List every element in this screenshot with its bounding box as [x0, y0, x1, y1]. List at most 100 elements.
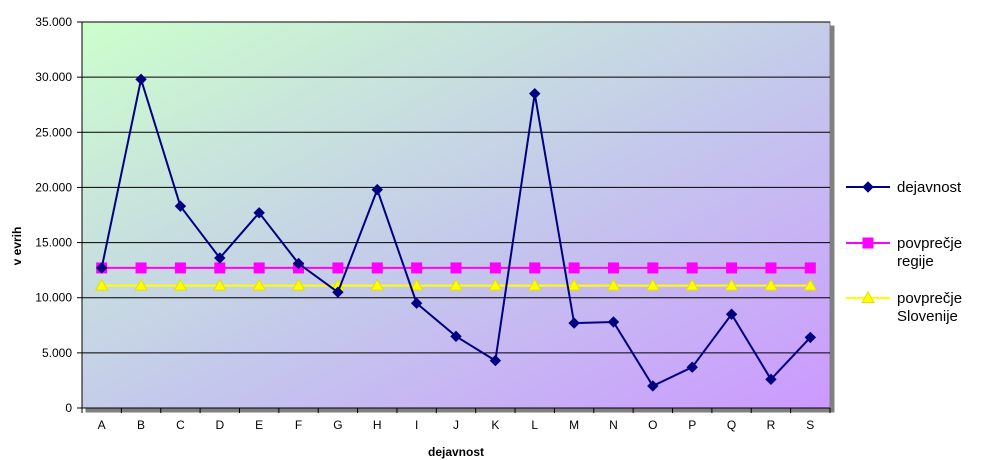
- data-point: [647, 380, 659, 392]
- data-point: [489, 262, 501, 274]
- data-point: [173, 278, 188, 291]
- data-point: [765, 262, 777, 274]
- data-point: [449, 278, 463, 291]
- x-tick-label: R: [767, 418, 776, 432]
- data-point: [371, 183, 383, 196]
- data-point: [765, 373, 777, 386]
- data-point: [724, 278, 739, 291]
- legend-label: povprečje: [897, 290, 962, 307]
- legend: dejavnostpovprečjeregijepovprečjeSloveni…: [846, 179, 962, 325]
- data-point: [568, 262, 580, 274]
- data-point: [725, 308, 738, 320]
- y-tick-label: 25.000: [35, 125, 72, 139]
- data-point: [764, 278, 778, 291]
- data-point: [214, 252, 226, 264]
- data-point: [529, 87, 541, 100]
- data-point: [94, 278, 109, 291]
- data-point: [645, 278, 660, 291]
- data-point: [212, 278, 227, 291]
- data-point: [134, 278, 148, 291]
- data-point: [292, 257, 305, 270]
- data-point: [726, 262, 738, 274]
- y-tick-label: 30.000: [35, 70, 72, 84]
- plot-area: [81, 21, 831, 409]
- legend-label: regije: [897, 253, 934, 270]
- y-tick-label: 15.000: [35, 236, 72, 250]
- data-point: [450, 330, 462, 343]
- x-tick-label: A: [98, 418, 106, 432]
- data-point: [253, 262, 265, 274]
- data-point: [685, 278, 700, 291]
- data-point: [135, 73, 147, 86]
- data-point: [686, 361, 698, 373]
- x-tick-label: G: [333, 418, 342, 432]
- x-tick-label: O: [648, 418, 657, 432]
- x-tick-label: B: [137, 418, 145, 432]
- data-point: [804, 262, 816, 274]
- data-point: [371, 262, 383, 274]
- x-tick-label: Q: [727, 418, 736, 432]
- x-tick-label: C: [176, 418, 185, 432]
- data-point: [488, 278, 503, 291]
- y-tick-label: 5.000: [42, 346, 72, 360]
- data-point: [253, 207, 265, 219]
- data-point: [607, 316, 620, 328]
- data-point: [527, 278, 542, 291]
- data-point: [647, 262, 659, 274]
- y-tick-label: 0: [65, 401, 72, 415]
- x-tick-label: P: [688, 418, 696, 432]
- data-point: [409, 278, 424, 291]
- legend-label: povprečje: [897, 235, 962, 252]
- x-tick-label: J: [453, 418, 459, 432]
- y-axis-title: v evrih: [10, 227, 24, 266]
- data-point: [804, 331, 817, 344]
- series-0: [95, 73, 817, 392]
- data-point: [332, 262, 344, 274]
- series-layer: [94, 73, 818, 392]
- legend-marker: [862, 237, 874, 249]
- data-point: [607, 262, 619, 274]
- x-axis: A B C D E F G H I J K L M N O P Q R S: [81, 407, 831, 432]
- x-tick-label: H: [373, 418, 382, 432]
- x-tick-label: E: [255, 418, 263, 432]
- x-tick-label: I: [415, 418, 418, 432]
- data-point: [174, 262, 186, 274]
- data-point: [410, 297, 423, 309]
- y-tick-label: 20.000: [35, 180, 72, 194]
- gridlines: [82, 21, 830, 354]
- x-tick-label: S: [806, 418, 814, 432]
- x-tick-label: D: [215, 418, 224, 432]
- data-point: [489, 354, 502, 367]
- data-point: [411, 262, 423, 274]
- data-point: [135, 262, 147, 274]
- legend-label: dejavnost: [897, 179, 962, 196]
- series-2: [94, 278, 818, 291]
- x-tick-label: M: [569, 418, 579, 432]
- data-point: [606, 278, 621, 291]
- data-point: [370, 278, 385, 291]
- legend-marker: [861, 290, 875, 303]
- x-tick-label: K: [491, 418, 499, 432]
- legend-label: Slovenije: [897, 308, 958, 325]
- x-axis-title: dejavnost: [428, 445, 484, 459]
- data-point: [332, 286, 344, 298]
- data-point: [450, 262, 462, 274]
- data-point: [252, 278, 267, 291]
- y-tick-label: 10.000: [35, 291, 72, 305]
- data-point: [686, 262, 698, 274]
- data-point: [174, 200, 187, 212]
- legend-marker: [862, 181, 874, 193]
- data-point: [95, 262, 108, 274]
- x-tick-label: L: [531, 418, 538, 432]
- y-axis: 0 5.000 10.000 15.000 20.000 25.000 30.000 35.0…: [35, 15, 83, 415]
- data-point: [214, 262, 226, 274]
- x-tick-label: F: [295, 418, 302, 432]
- x-tick-label: N: [609, 418, 618, 432]
- data-point: [567, 278, 581, 291]
- y-tick-label: 35.000: [35, 15, 72, 29]
- data-point: [803, 278, 818, 291]
- data-point: [568, 317, 580, 329]
